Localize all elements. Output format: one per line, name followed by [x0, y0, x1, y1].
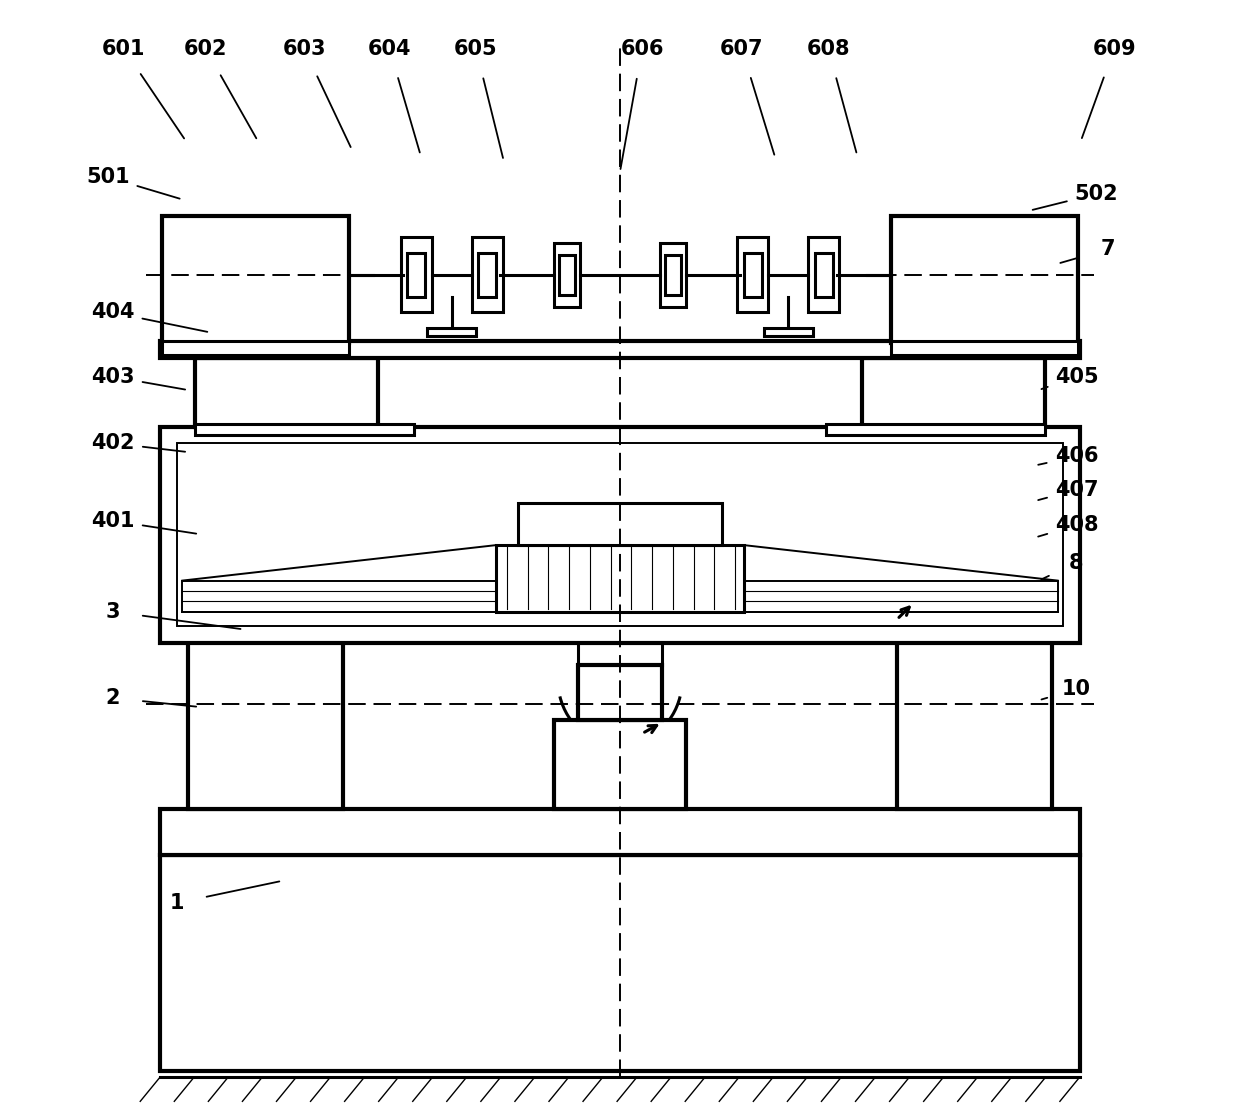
Bar — [195, 358, 378, 427]
Bar — [182, 581, 498, 612]
Bar — [578, 665, 662, 720]
Text: 3: 3 — [105, 602, 120, 622]
Text: 604: 604 — [368, 39, 412, 59]
Bar — [188, 615, 343, 809]
Bar — [160, 855, 1080, 1071]
Text: 406: 406 — [1055, 447, 1099, 466]
Text: 502: 502 — [1075, 184, 1118, 204]
Text: 606: 606 — [620, 39, 663, 59]
Bar — [892, 216, 1078, 343]
Bar — [401, 237, 432, 312]
Text: 402: 402 — [91, 433, 134, 453]
Bar — [428, 328, 476, 336]
Text: 602: 602 — [184, 39, 227, 59]
Text: 607: 607 — [720, 39, 764, 59]
Bar — [553, 720, 687, 809]
Bar — [738, 237, 769, 312]
Bar — [162, 216, 348, 343]
Bar — [742, 581, 1058, 612]
Text: 608: 608 — [806, 39, 851, 59]
Text: 8: 8 — [1069, 553, 1084, 573]
Bar — [660, 243, 687, 307]
Bar — [815, 253, 833, 297]
Bar — [496, 545, 744, 612]
Text: 408: 408 — [1055, 515, 1099, 535]
Text: 405: 405 — [1055, 367, 1099, 387]
Bar — [195, 424, 414, 435]
Text: 603: 603 — [283, 39, 326, 59]
Text: 403: 403 — [91, 367, 134, 387]
Bar — [666, 255, 681, 295]
Bar — [826, 424, 1045, 435]
Bar — [160, 427, 1080, 643]
Text: 1: 1 — [170, 893, 184, 913]
Text: 605: 605 — [454, 39, 497, 59]
Bar — [897, 615, 1052, 809]
Bar — [862, 358, 1045, 427]
Bar — [744, 253, 761, 297]
Bar — [764, 328, 812, 336]
Bar — [559, 255, 574, 295]
Text: 601: 601 — [102, 39, 145, 59]
Bar — [160, 809, 1080, 855]
Bar — [808, 237, 839, 312]
Bar — [162, 341, 348, 355]
Text: 10: 10 — [1061, 679, 1091, 699]
Text: 404: 404 — [91, 302, 134, 322]
Bar — [471, 237, 502, 312]
Bar — [479, 253, 496, 297]
Text: 401: 401 — [91, 511, 134, 531]
Text: 407: 407 — [1055, 480, 1099, 500]
Text: 501: 501 — [87, 167, 130, 187]
Text: 609: 609 — [1092, 39, 1136, 59]
Bar — [177, 443, 1063, 626]
Bar — [553, 243, 580, 307]
Text: 2: 2 — [105, 688, 120, 708]
Bar — [892, 341, 1078, 355]
Bar — [407, 253, 425, 297]
Bar — [518, 503, 722, 545]
Text: 7: 7 — [1100, 239, 1115, 259]
Bar — [160, 341, 1080, 358]
